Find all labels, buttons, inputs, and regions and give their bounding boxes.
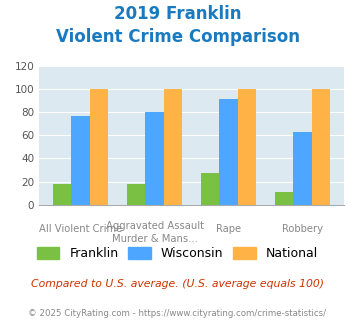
Bar [164,89,182,205]
Bar [146,112,164,205]
Legend: Franklin, Wisconsin, National: Franklin, Wisconsin, National [32,242,323,265]
Bar [219,100,238,205]
Text: Aggravated Assault: Aggravated Assault [106,221,204,231]
Bar [238,89,256,205]
Bar [201,174,219,205]
Bar [294,132,312,205]
Bar [90,89,108,205]
Text: Murder & Mans...: Murder & Mans... [112,234,198,244]
Bar [53,184,71,205]
Text: © 2025 CityRating.com - https://www.cityrating.com/crime-statistics/: © 2025 CityRating.com - https://www.city… [28,309,327,317]
Text: All Violent Crime: All Violent Crime [39,224,122,234]
Text: 2019 Franklin: 2019 Franklin [114,5,241,23]
Bar [312,89,331,205]
Bar [127,184,146,205]
Text: Compared to U.S. average. (U.S. average equals 100): Compared to U.S. average. (U.S. average … [31,279,324,289]
Text: Rape: Rape [216,224,241,234]
Text: Violent Crime Comparison: Violent Crime Comparison [55,28,300,46]
Bar [71,115,90,205]
Bar [275,192,294,205]
Text: Robbery: Robbery [282,224,323,234]
